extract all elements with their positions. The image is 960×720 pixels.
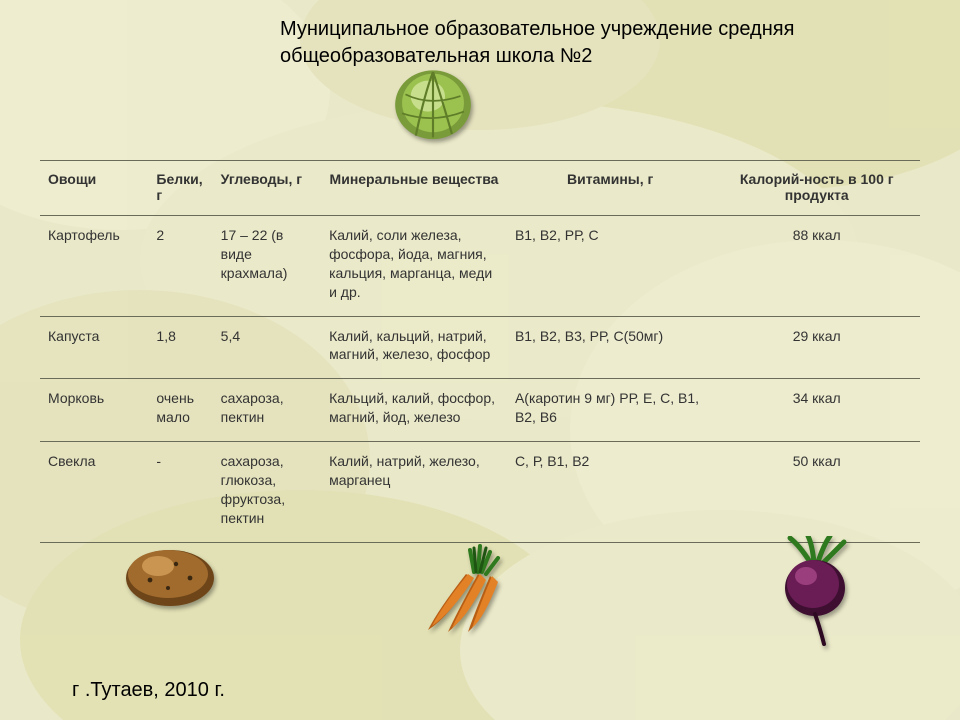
cell-carbs: 17 – 22 (в виде крахмала) bbox=[213, 216, 321, 317]
cell-vegetable: Картофель bbox=[40, 216, 148, 317]
cell-vitamins: С, Р, В1, В2 bbox=[507, 442, 714, 543]
cell-carbs: 5,4 bbox=[213, 316, 321, 379]
cell-minerals: Калий, натрий, железо, марганец bbox=[321, 442, 507, 543]
table-row: Свекла - сахароза, глюкоза, фруктоза, пе… bbox=[40, 442, 920, 543]
cell-minerals: Калий, кальций, натрий, магний, железо, … bbox=[321, 316, 507, 379]
page-title: Муниципальное образовательное учреждение… bbox=[280, 16, 920, 70]
cell-vitamins: В1, В2, РР, С bbox=[507, 216, 714, 317]
cell-vitamins: В1, В2, В3, РР, С(50мг) bbox=[507, 316, 714, 379]
footer-text: г .Тутаев, 2010 г. bbox=[72, 679, 225, 702]
cell-minerals: Кальций, калий, фосфор, магний, йод, жел… bbox=[321, 379, 507, 442]
cell-calories: 88 ккал bbox=[713, 216, 920, 317]
beet-icon bbox=[770, 536, 860, 646]
col-minerals: Минеральные вещества bbox=[321, 161, 507, 216]
cell-carbs: сахароза, глюкоза, фруктоза, пектин bbox=[213, 442, 321, 543]
col-protein: Белки, г bbox=[148, 161, 212, 216]
cell-calories: 50 ккал bbox=[713, 442, 920, 543]
cell-protein: 2 bbox=[148, 216, 212, 317]
nutrition-table: Овощи Белки, г Углеводы, г Минеральные в… bbox=[40, 160, 920, 543]
cell-minerals: Калий, соли железа, фосфора, йода, магни… bbox=[321, 216, 507, 317]
table-row: Капуста 1,8 5,4 Калий, кальций, натрий, … bbox=[40, 316, 920, 379]
col-vegetable: Овощи bbox=[40, 161, 148, 216]
cell-calories: 29 ккал bbox=[713, 316, 920, 379]
table-row: Картофель 2 17 – 22 (в виде крахмала) Ка… bbox=[40, 216, 920, 317]
col-calories: Калорий-ность в 100 г продукта bbox=[713, 161, 920, 216]
cell-protein: 1,8 bbox=[148, 316, 212, 379]
col-vitamins: Витамины, г bbox=[507, 161, 714, 216]
cell-vegetable: Капуста bbox=[40, 316, 148, 379]
carrot-icon bbox=[420, 544, 540, 634]
cell-protein: - bbox=[148, 442, 212, 543]
col-carbs: Углеводы, г bbox=[213, 161, 321, 216]
heading-line-1: Муниципальное образовательное учреждение… bbox=[280, 18, 794, 40]
cell-vitamins: А(каротин 9 мг) РР, Е, С, В1, В2, В6 bbox=[507, 379, 714, 442]
cell-vegetable: Морковь bbox=[40, 379, 148, 442]
cell-protein: очень мало bbox=[148, 379, 212, 442]
table-header-row: Овощи Белки, г Углеводы, г Минеральные в… bbox=[40, 161, 920, 216]
potato-icon bbox=[120, 540, 220, 610]
cell-calories: 34 ккал bbox=[713, 379, 920, 442]
table-row: Морковь очень мало сахароза, пектин Каль… bbox=[40, 379, 920, 442]
cabbage-icon bbox=[390, 60, 476, 146]
cell-carbs: сахароза, пектин bbox=[213, 379, 321, 442]
cell-vegetable: Свекла bbox=[40, 442, 148, 543]
